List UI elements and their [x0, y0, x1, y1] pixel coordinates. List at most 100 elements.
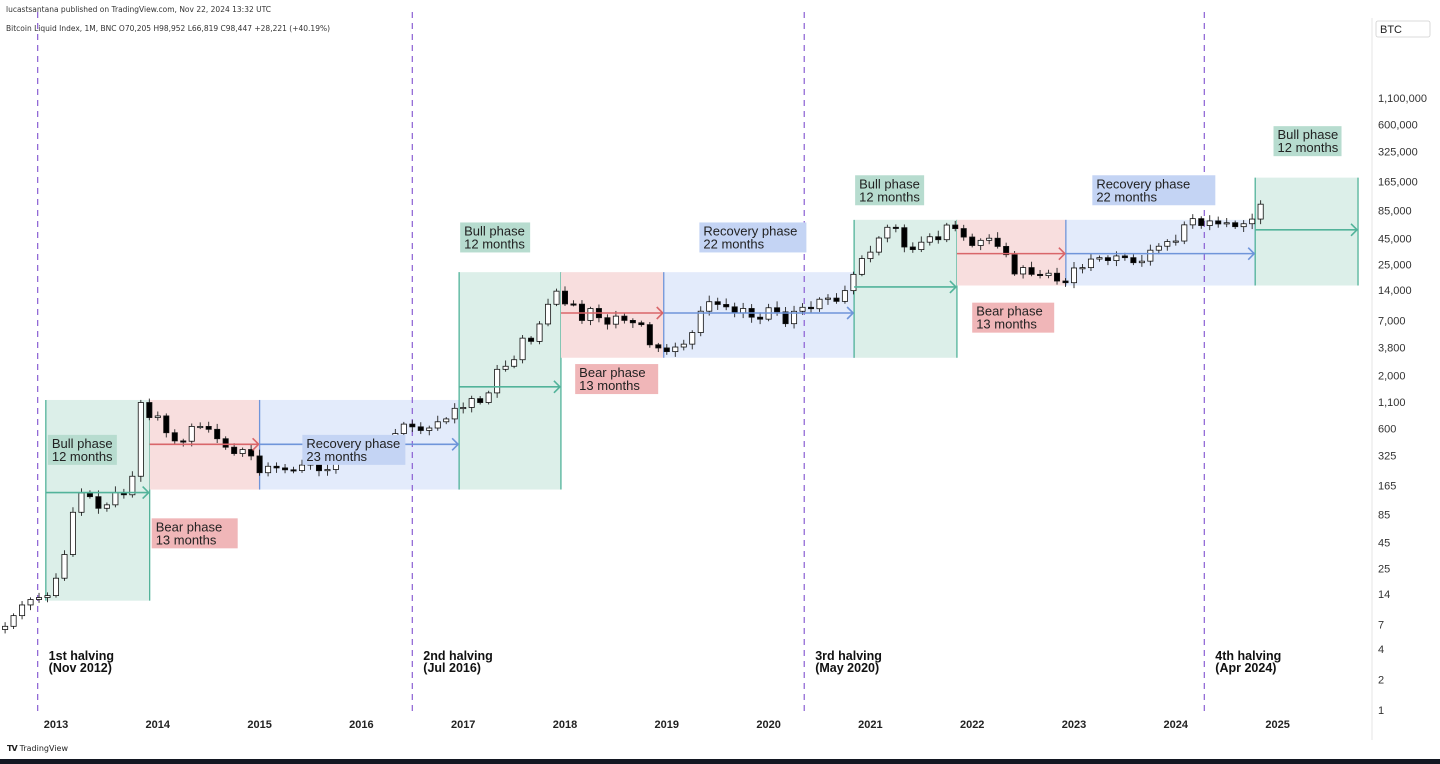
candle-down — [757, 316, 764, 320]
candle-up — [816, 298, 823, 310]
candle-up — [587, 308, 594, 321]
recovery-arrow-head-2 — [451, 437, 460, 451]
candle-up — [10, 615, 17, 627]
tradingview-brand[interactable]: TV TradingView — [7, 744, 68, 753]
recovery-phase-box-8 — [1065, 219, 1256, 286]
candle-down — [714, 301, 721, 305]
candle-up — [154, 415, 161, 418]
halving-labels: 1st halving(Nov 2012) 2nd halving(Jul 201… — [49, 649, 1282, 675]
candle-up — [36, 597, 43, 600]
candle-down — [935, 236, 942, 241]
recovery-phase-box-5 — [663, 272, 855, 358]
candle-up — [1257, 203, 1264, 220]
candle-up — [1096, 257, 1103, 260]
candle-up — [451, 407, 458, 420]
candle-up — [943, 224, 950, 241]
year-label-2018: 2018 — [553, 719, 577, 731]
candle-down — [231, 446, 238, 454]
price-tick-label: 1 — [1378, 705, 1384, 717]
candle-up — [1045, 272, 1052, 276]
candle-down — [782, 311, 789, 325]
bear-phase-box-4 — [560, 272, 664, 358]
recovery-phase-duration: 22 months — [1096, 189, 1157, 204]
candle-up — [1113, 255, 1120, 261]
candle-up — [137, 402, 144, 477]
candle-up — [44, 595, 51, 598]
candle-up — [824, 297, 831, 300]
price-tick-label: 25,000 — [1378, 259, 1412, 271]
bull-phase-duration: 12 months — [52, 449, 113, 464]
year-label-2020: 2020 — [756, 719, 780, 731]
candle-up — [536, 323, 543, 342]
bear-phase-duration: 13 months — [976, 317, 1037, 332]
candle-down — [1028, 267, 1035, 275]
candle-up — [1079, 267, 1086, 270]
candle-down — [214, 428, 221, 440]
year-label-2021: 2021 — [858, 719, 882, 731]
candle-down — [282, 467, 289, 471]
price-tick-label: 14,000 — [1378, 285, 1412, 297]
price-tick-label: 7,000 — [1378, 315, 1406, 327]
currency-badge — [1375, 20, 1431, 38]
price-tick-label: 600 — [1378, 424, 1396, 436]
candle-up — [494, 368, 501, 394]
candle-up — [689, 332, 696, 345]
candle-up — [112, 492, 119, 506]
price-tick-label: 85 — [1378, 510, 1390, 522]
candle-up — [400, 423, 407, 434]
candle-up — [265, 465, 272, 474]
year-label-2017: 2017 — [451, 719, 475, 731]
bull-arrow-head-9 — [1350, 223, 1359, 237]
candle-down — [774, 307, 781, 313]
candle-down — [1062, 280, 1069, 284]
candle-up — [977, 239, 984, 246]
candle-down — [1037, 273, 1044, 276]
publisher-info: lucastsantana published on TradingView.c… — [6, 5, 271, 14]
bull-phase-box-9 — [1255, 177, 1359, 286]
halving-date-4: (Apr 2024) — [1215, 661, 1276, 675]
halving-label-2: 2nd halving — [423, 649, 492, 663]
price-tick-label: 45 — [1378, 538, 1390, 550]
price-tick-label: 165,000 — [1378, 176, 1418, 188]
recovery-arrow-head-8 — [1247, 247, 1256, 261]
price-tick-label: 14 — [1378, 589, 1390, 601]
candle-up — [697, 310, 704, 333]
candle-up — [1249, 218, 1256, 225]
candle-down — [95, 496, 102, 509]
candle-up — [1181, 224, 1188, 242]
candle-up — [884, 226, 891, 239]
bear-phase-duration: 13 months — [579, 378, 640, 393]
candle-up — [188, 426, 195, 442]
candle-down — [146, 402, 153, 418]
bull-phase-label-bg — [47, 434, 117, 465]
candle-up — [103, 504, 110, 509]
candle-up — [299, 464, 306, 471]
year-label-2013: 2013 — [44, 719, 68, 731]
bottom-bar — [0, 759, 1440, 764]
time-axis: 2013 2014 2015 2016 2017 2018 2019 2020 2021 2022… — [44, 719, 1290, 731]
candle-up — [867, 251, 874, 259]
candle-up — [1071, 267, 1078, 284]
candle-up — [511, 359, 518, 367]
bull-phase-name: Bull phase — [859, 176, 920, 191]
candle-down — [808, 306, 815, 310]
price-tick-label: 45,000 — [1378, 234, 1412, 246]
recovery-phase-label-bg — [1092, 175, 1216, 206]
brand-label: TradingView — [19, 744, 68, 753]
bear-phase-label-bg — [972, 302, 1055, 333]
year-label-2024: 2024 — [1164, 719, 1189, 731]
year-label-2025: 2025 — [1265, 719, 1289, 731]
candle-down — [621, 315, 628, 321]
year-label-2019: 2019 — [655, 719, 679, 731]
candle-up — [69, 511, 76, 555]
candle-down — [1003, 246, 1010, 256]
candle-down — [901, 227, 908, 248]
bull-phase-box-3 — [459, 272, 561, 490]
halving-date-1: (Nov 2012) — [49, 661, 112, 675]
candle-down — [163, 415, 170, 434]
